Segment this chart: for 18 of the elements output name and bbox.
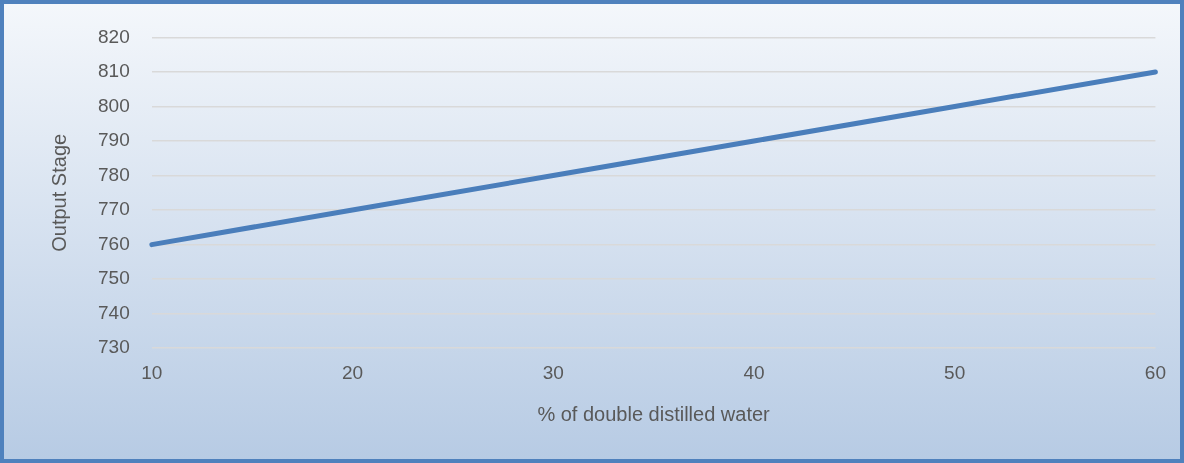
y-tick-label: 820 [98, 25, 130, 47]
x-tick-label: 20 [341, 361, 364, 383]
x-tick-label: 50 [944, 361, 966, 383]
y-tick-label: 730 [98, 336, 130, 358]
y-tick-label: 780 [98, 163, 130, 185]
y-tick-label: 810 [98, 60, 130, 82]
y-tick-label: 800 [98, 94, 130, 116]
y-tick-label: 750 [98, 267, 130, 289]
x-tick-label: 30 [542, 361, 564, 383]
x-tick-label: 60 [1144, 361, 1166, 383]
y-tick-label: 770 [98, 198, 130, 220]
x-tick-label: 10 [141, 361, 163, 383]
y-tick-label: 760 [98, 232, 130, 254]
x-tick-label: 40 [743, 361, 765, 383]
y-tick-label: 740 [98, 301, 130, 323]
y-tick-label: 790 [98, 129, 130, 151]
y-axis-title: Output Stage [47, 133, 70, 252]
x-axis-title: % of double distilled water [537, 402, 771, 425]
